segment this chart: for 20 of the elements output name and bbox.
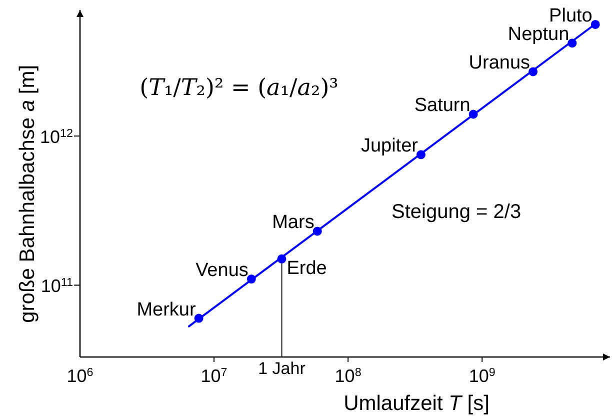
x-tick-label: 10$^{9}$ (468, 366, 496, 386)
annotation: Neptun (508, 24, 570, 46)
annotation: Mars (272, 212, 314, 234)
x-tick-label: 10$^{8}$ (334, 366, 362, 386)
annotation: Jupiter (360, 136, 419, 157)
annotation: Uranus (468, 52, 530, 74)
annotation: Pluto (549, 5, 592, 26)
x-tick-label: 10$^{7}$ (200, 366, 228, 386)
annotation: Steigung = 2/3 (392, 201, 522, 224)
annotation: Erde (286, 258, 327, 279)
annotation: Merkur (136, 299, 196, 320)
y-tick-label: 10$^{12}$ (40, 126, 73, 148)
ref-line-label: 1 Jahr (258, 359, 306, 378)
annotation: Venus (196, 260, 248, 282)
x-axis-title: Umlaufzeit T [s] (344, 392, 490, 415)
annotation: Saturn (414, 95, 470, 116)
y-axis-title: große Bahnhalbachse a [m] (16, 64, 39, 323)
x-tick-label: 10$^{6}$ (66, 366, 94, 386)
text: (T₁/T₂)² = (a₁/a₂)³ (140, 75, 338, 102)
y-tick-label: 10$^{11}$ (40, 276, 73, 296)
